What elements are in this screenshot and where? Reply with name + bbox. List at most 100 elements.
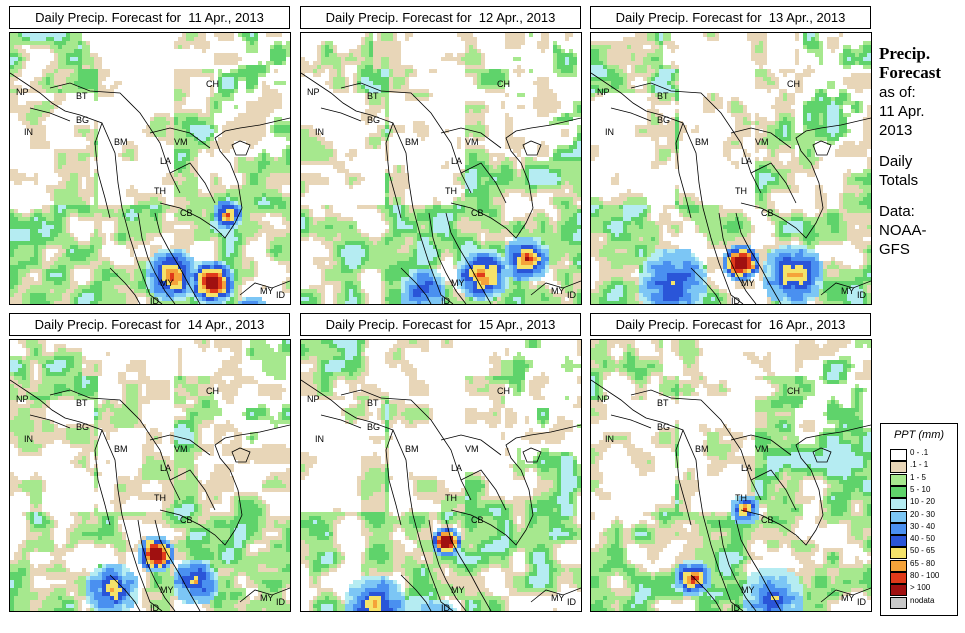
country-label-bt: BT — [657, 91, 669, 101]
border-line — [49, 389, 181, 501]
country-label-bm: BM — [114, 444, 128, 454]
country-label-my: MY — [451, 585, 465, 595]
country-label-my: MY — [451, 278, 465, 288]
border-line — [522, 447, 542, 463]
forecast-map: NP BT CH IN BG BM VM LA TH CB MY ID MY ID — [300, 32, 582, 305]
border-line — [320, 414, 362, 429]
border-line — [450, 117, 581, 239]
border-line — [820, 280, 871, 296]
border-line — [340, 82, 472, 194]
border-line — [460, 469, 507, 511]
sidebar-daily-line1: Daily — [879, 153, 913, 170]
country-label-my-east: MY — [551, 286, 565, 296]
border-line — [750, 469, 797, 511]
country-label-in: IN — [24, 127, 33, 137]
legend-item: > 100 — [890, 583, 954, 597]
border-line — [301, 72, 454, 304]
country-label-la: LA — [741, 156, 753, 166]
border-line — [385, 122, 402, 219]
country-label-bg: BG — [76, 115, 90, 125]
border-line — [239, 280, 290, 296]
country-label-vm: VM — [174, 137, 188, 147]
border-line — [154, 519, 201, 611]
country-label-th: TH — [735, 493, 747, 503]
border-line — [740, 424, 871, 546]
panel-title: Daily Precip. Forecast for 16 Apr., 2013 — [590, 313, 871, 336]
forecast-panel-1: Daily Precip. Forecast for 11 Apr., 2013… — [9, 6, 291, 305]
border-line — [730, 127, 792, 149]
country-label-bt: BT — [367, 398, 379, 408]
legend-swatch — [890, 461, 907, 474]
country-label-cb: CB — [471, 515, 484, 525]
border-line — [690, 267, 722, 304]
country-label-bm: BM — [405, 137, 419, 147]
legend-label: 5 - 10 — [910, 484, 931, 494]
country-label-la: LA — [160, 156, 172, 166]
legend-label: 65 - 80 — [910, 558, 935, 568]
country-label-id: ID — [150, 296, 159, 305]
border-line — [440, 127, 502, 149]
legend-item: 50 - 65 — [890, 546, 954, 560]
legend-label: 1 - 5 — [910, 472, 927, 482]
border-line — [320, 107, 362, 122]
sidebar-daily-line2: Totals — [879, 172, 919, 189]
country-label-ch: CH — [497, 386, 510, 396]
country-label-my: MY — [741, 278, 755, 288]
border-line — [137, 212, 176, 304]
border-line — [10, 379, 163, 611]
border-line — [735, 212, 782, 304]
country-label-in: IN — [315, 434, 324, 444]
country-label-id-east: ID — [567, 597, 576, 607]
border-line — [740, 117, 871, 239]
legend-swatch — [890, 535, 907, 548]
sidebar-data-line2: NOAA- — [879, 222, 927, 239]
precip-grid — [301, 33, 581, 304]
border-line — [445, 212, 492, 304]
country-label-la: LA — [451, 463, 463, 473]
country-label-bm: BM — [695, 137, 709, 147]
border-line — [109, 574, 141, 611]
country-label-ch: CH — [206, 79, 219, 89]
legend-label: 10 - 20 — [910, 497, 935, 507]
country-label-ch: CH — [787, 386, 800, 396]
legend-swatch — [890, 510, 907, 523]
legend-swatch — [890, 547, 907, 560]
border-line — [109, 267, 141, 304]
country-label-th: TH — [154, 493, 166, 503]
border-line — [49, 82, 181, 194]
country-label-th: TH — [445, 493, 457, 503]
country-label-id: ID — [731, 603, 740, 612]
border-line — [137, 519, 176, 611]
panel-title-text: Daily Precip. Forecast for 13 Apr., 2013 — [615, 10, 846, 25]
border-line — [735, 519, 782, 611]
border-line — [94, 429, 111, 526]
legend-item: 65 - 80 — [890, 558, 954, 572]
border-line — [460, 162, 507, 204]
legend-label: 30 - 40 — [910, 521, 935, 531]
panel-title-text: Daily Precip. Forecast for 15 Apr., 2013 — [325, 317, 556, 332]
forecast-map: NP BT CH IN BG BM VM LA TH CB MY ID MY ID — [590, 339, 872, 612]
precip-grid — [591, 33, 871, 304]
legend-swatch — [890, 485, 907, 498]
country-label-np: NP — [597, 394, 610, 404]
border-line — [591, 379, 744, 611]
country-label-bg: BG — [367, 115, 381, 125]
border-line — [400, 574, 432, 611]
border-line — [730, 434, 792, 456]
country-label-my: MY — [160, 585, 174, 595]
country-label-id-east: ID — [857, 290, 866, 300]
legend-swatch — [890, 449, 907, 461]
legend-label: nodata — [910, 595, 935, 605]
country-label-my-east: MY — [260, 593, 274, 603]
country-label-np: NP — [307, 394, 320, 404]
border-line — [630, 389, 762, 501]
border-line — [750, 162, 797, 204]
sidebar-date-line2: 2013 — [879, 122, 913, 139]
border-line — [231, 447, 251, 463]
border-line — [820, 587, 871, 603]
border-line — [530, 280, 581, 296]
country-label-vm: VM — [755, 444, 769, 454]
forecast-map: NP BT CH IN BG BM VM LA TH CB MY ID MY ID — [300, 339, 582, 612]
country-label-id: ID — [441, 296, 450, 305]
country-label-bt: BT — [367, 91, 379, 101]
